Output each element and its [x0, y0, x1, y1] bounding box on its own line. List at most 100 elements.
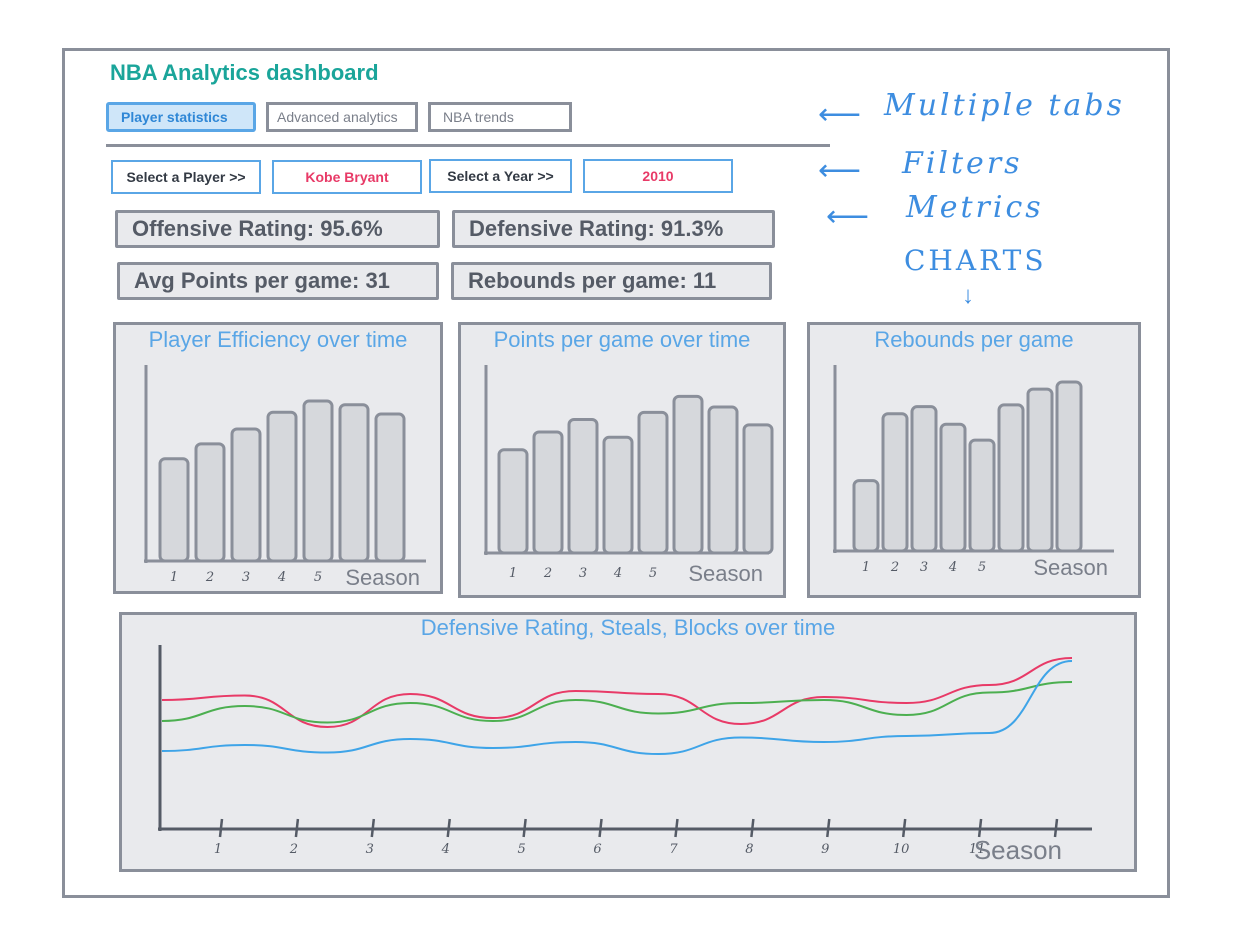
series-line	[161, 657, 1073, 729]
player-select[interactable]: Kobe Bryant	[272, 160, 422, 194]
bar	[637, 410, 669, 555]
chart-title: Points per game over time	[493, 327, 751, 352]
chart-title: Defensive Rating, Steals, Blocks over ti…	[420, 615, 836, 640]
tick	[522, 818, 527, 838]
select-year-label: Select a Year >>	[429, 159, 572, 193]
chart-title: Player Efficiency over time	[148, 327, 408, 352]
tick	[977, 818, 983, 838]
tick	[1053, 818, 1059, 838]
tick-label: 2	[543, 566, 552, 581]
tick	[370, 818, 376, 838]
annotation-metrics: Metrics	[906, 190, 1044, 225]
bar	[230, 427, 262, 563]
chart-points-per-game: Points per game over time 1 2 3 4 5 Season	[458, 322, 786, 598]
series-line	[161, 681, 1073, 724]
bar-chart: 1 2 3 4 5 Season	[833, 365, 1114, 580]
tick-label: 11	[969, 842, 986, 857]
bar	[302, 399, 334, 563]
x-axis-label: Season	[974, 835, 1062, 865]
bar	[532, 430, 564, 555]
tab-player-statistics[interactable]: Player statistics	[106, 102, 256, 132]
bar	[881, 412, 909, 553]
arrow-left-icon: ⟵	[818, 154, 862, 187]
bar	[374, 412, 406, 563]
x-axis-label: Season	[1033, 555, 1108, 580]
tick	[826, 818, 831, 838]
bar	[707, 405, 739, 555]
bar	[194, 442, 226, 563]
bar	[497, 448, 529, 555]
tick	[294, 818, 300, 838]
tick-label: 4	[441, 842, 450, 857]
bar	[939, 422, 967, 553]
tick-label: 2	[890, 560, 899, 575]
tick-label: 3	[366, 842, 374, 857]
chart-defensive-over-time: Defensive Rating, Steals, Blocks over ti…	[119, 612, 1137, 872]
chart-player-efficiency: Player Efficiency over time 1 2 3 4 5 Season	[113, 322, 443, 594]
bar-chart: 1 2 3 4 5 Season	[144, 365, 426, 590]
x-axis-label: Season	[345, 565, 420, 590]
bar	[158, 457, 190, 563]
arrow-left-icon: ⟵	[826, 200, 870, 233]
tick-label: 5	[314, 570, 322, 585]
bar	[910, 405, 938, 553]
offensive-rating-card: Offensive Rating: 95.6%	[115, 210, 440, 248]
annotation-charts: CHARTS	[904, 244, 1047, 277]
tick	[598, 818, 603, 838]
tab-nba-trends[interactable]: NBA trends	[428, 102, 572, 132]
defensive-rating-card: Defensive Rating: 91.3%	[452, 210, 775, 248]
tick-label: 4	[613, 566, 622, 581]
tick-label: 9	[821, 842, 829, 857]
tick	[901, 818, 907, 838]
tick-label: 1	[862, 560, 870, 575]
arrow-down-icon: ↓	[962, 282, 974, 309]
tick	[674, 818, 679, 838]
annotation-tabs: Multiple tabs	[884, 88, 1125, 123]
page-title: NBA Analytics dashboard	[110, 60, 379, 85]
bar	[266, 410, 298, 563]
bar	[1055, 380, 1083, 553]
bar	[742, 423, 774, 555]
tab-divider	[106, 144, 830, 147]
tick-label: 5	[978, 560, 986, 575]
chart-title: Rebounds per game	[874, 327, 1074, 352]
tick	[446, 818, 451, 838]
tick-label: 5	[517, 842, 525, 857]
x-axis-label: Season	[688, 561, 763, 586]
tick-label: 1	[170, 570, 178, 585]
tick-label: 4	[948, 560, 957, 575]
rebounds-card: Rebounds per game: 11	[451, 262, 772, 300]
bar	[997, 403, 1025, 553]
year-select[interactable]: 2010	[583, 159, 733, 193]
tick-label: 3	[242, 570, 250, 585]
bar-chart: 1 2 3 4 5 Season	[484, 365, 774, 586]
tick	[218, 818, 224, 838]
tick	[750, 818, 755, 838]
tick-label: 5	[649, 566, 657, 581]
series-line	[161, 660, 1073, 756]
annotation-filters: Filters	[902, 146, 1023, 181]
bar	[968, 438, 996, 553]
tick-label: 1	[214, 842, 222, 857]
tick-label: 7	[669, 842, 678, 857]
tick-label: 3	[579, 566, 587, 581]
tick-label: 2	[205, 570, 214, 585]
bar	[852, 479, 880, 553]
arrow-left-icon: ⟵	[818, 98, 862, 131]
bar	[672, 394, 704, 555]
tick-label: 2	[289, 842, 298, 857]
bar	[338, 403, 370, 563]
select-player-label: Select a Player >>	[111, 160, 261, 194]
tick-label: 4	[277, 570, 286, 585]
tick-label: 10	[893, 842, 910, 857]
bar	[602, 435, 634, 555]
tick-label: 1	[509, 566, 517, 581]
bar	[567, 418, 599, 555]
chart-rebounds-per-game: Rebounds per game 1 2 3 4 5 Season	[807, 322, 1141, 598]
avg-points-card: Avg Points per game: 31	[117, 262, 439, 300]
tick-label: 8	[745, 842, 753, 857]
tick-label: 3	[920, 560, 928, 575]
tab-advanced-analytics[interactable]: Advanced analytics	[266, 102, 418, 132]
bar	[1026, 387, 1054, 553]
